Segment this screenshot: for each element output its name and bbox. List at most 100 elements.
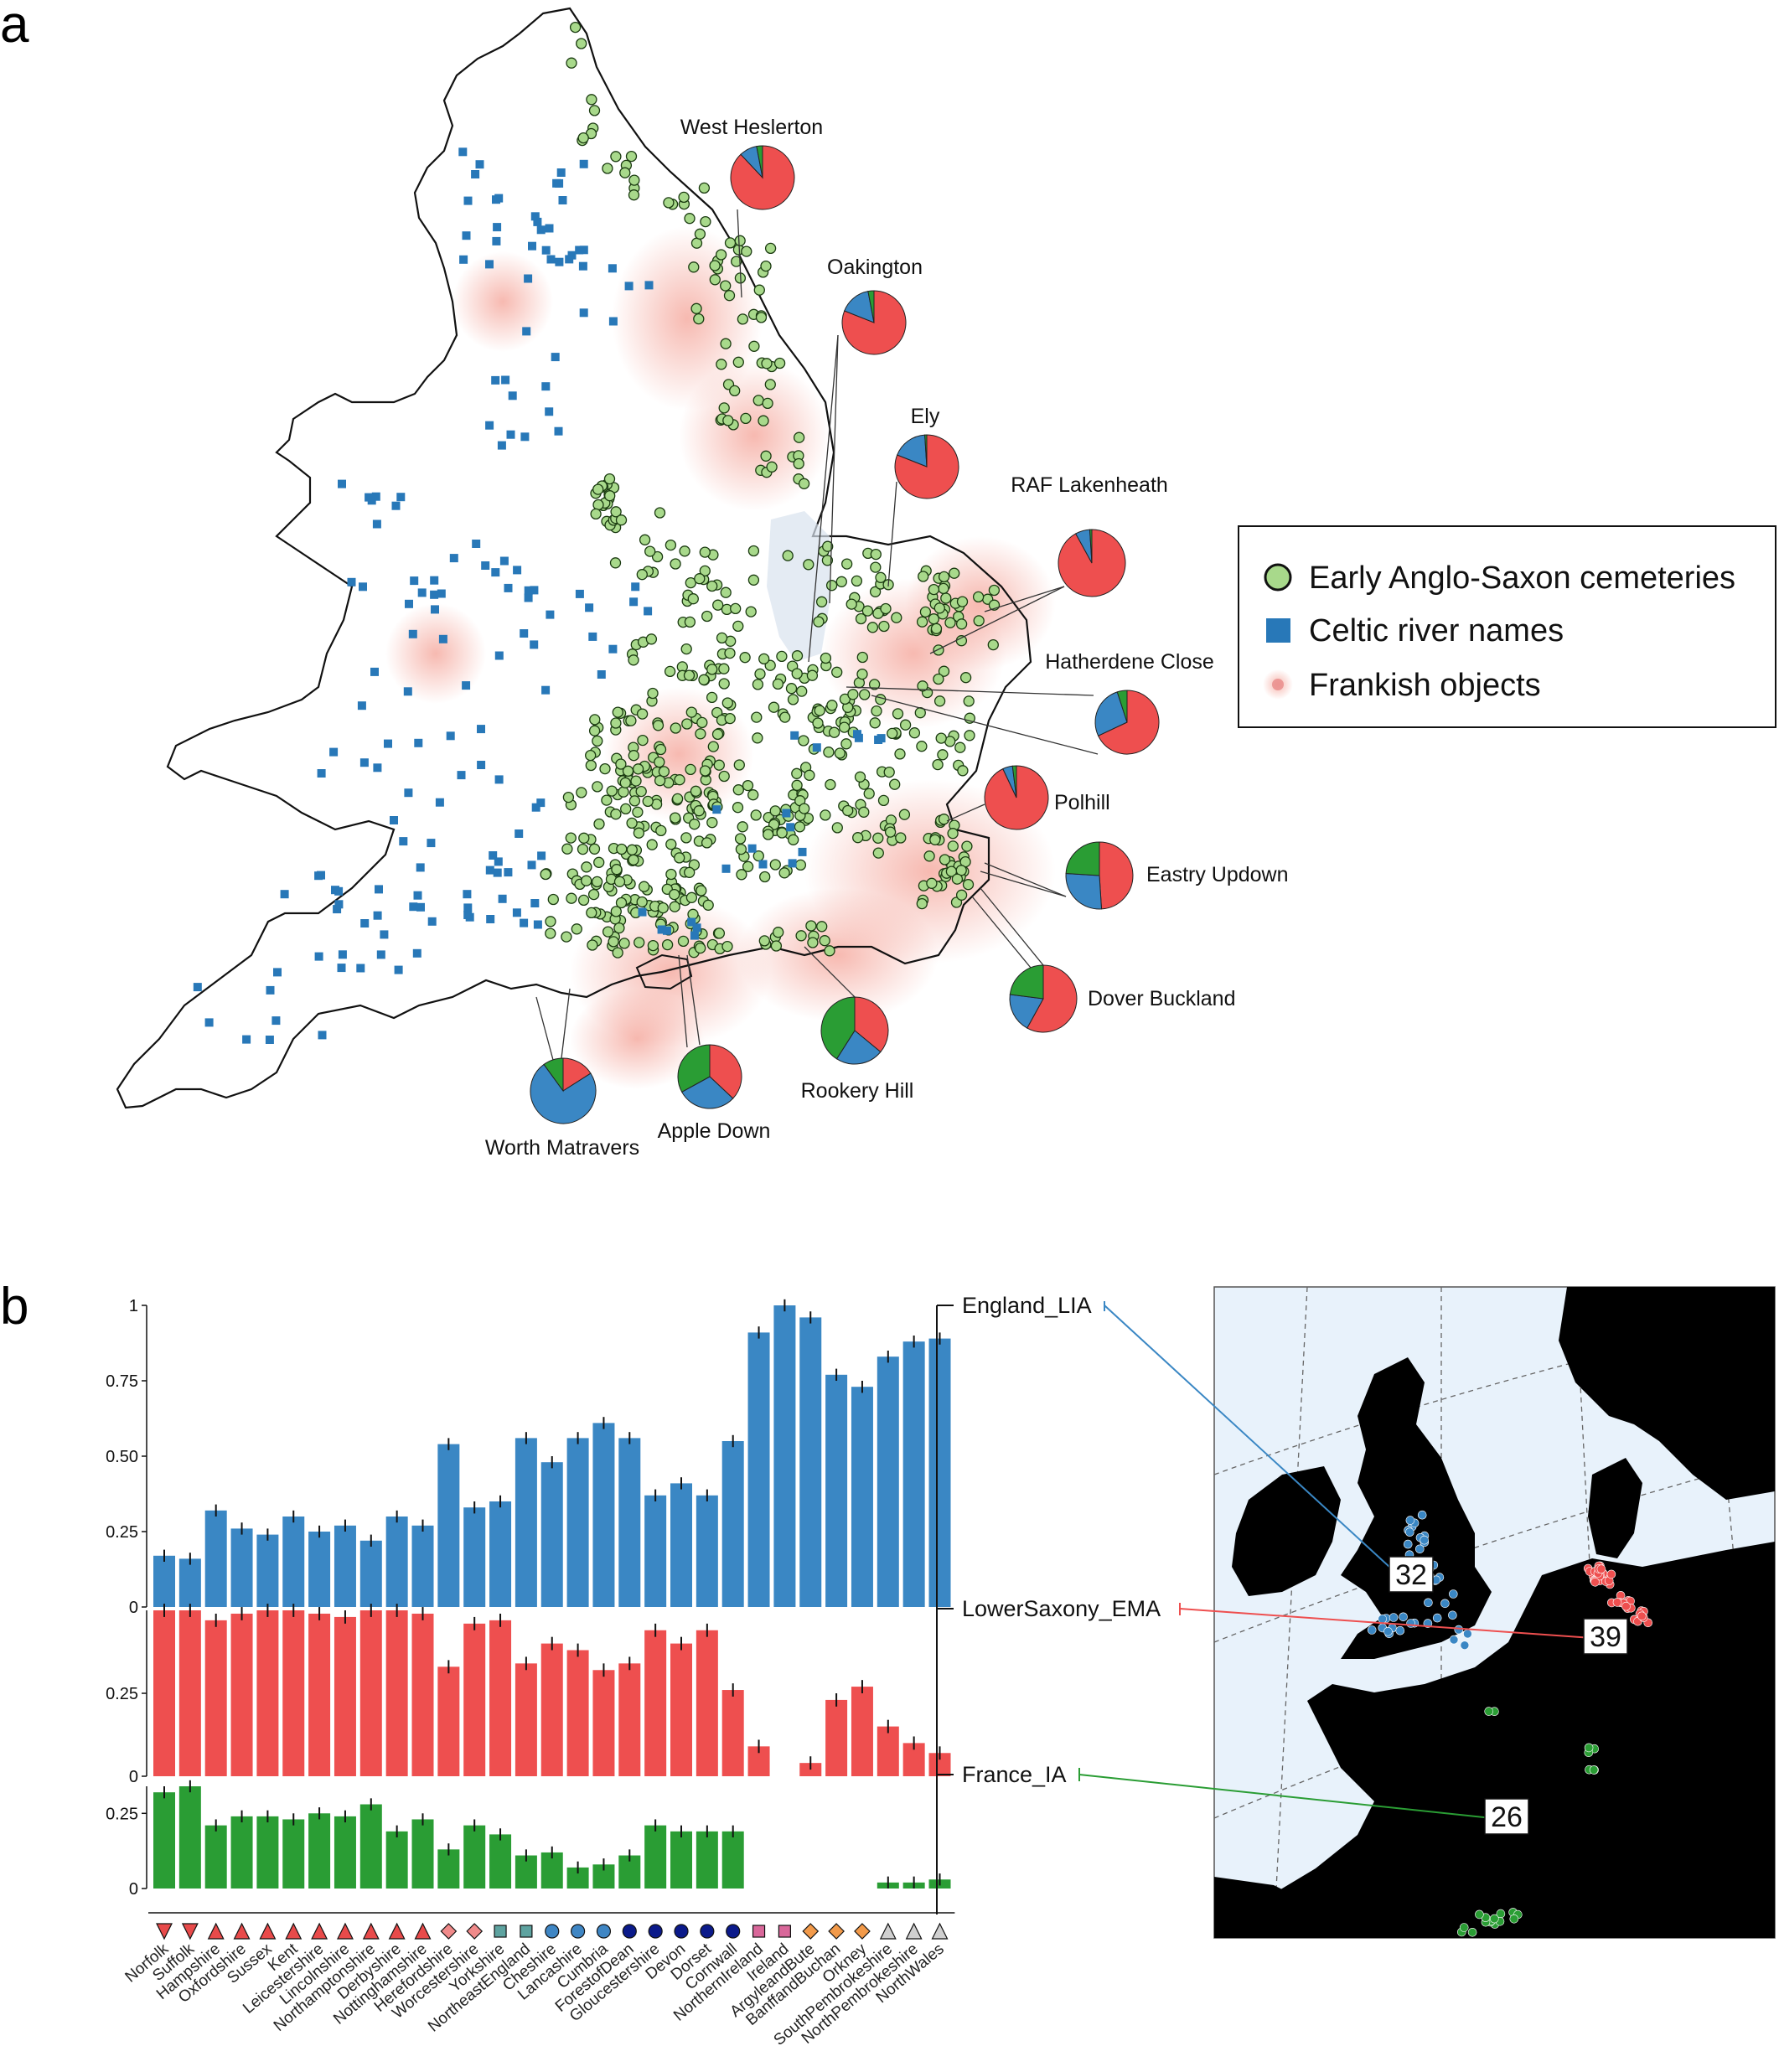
- cemetery-marker: [566, 892, 577, 904]
- river-name-marker: [314, 952, 323, 961]
- isle-of-wight: [635, 953, 693, 990]
- jutland: [1588, 1458, 1642, 1558]
- cemetery-marker: [630, 775, 642, 787]
- green-circle-icon: [1264, 563, 1292, 592]
- cemetery-marker: [863, 788, 875, 799]
- river-name-marker: [463, 903, 473, 912]
- cemetery-marker: [761, 358, 773, 369]
- cemetery-marker: [887, 727, 898, 740]
- leader-line: [980, 887, 1044, 966]
- river-name-marker: [357, 701, 366, 710]
- river-name-marker: [624, 282, 634, 291]
- england-wales-map: [116, 7, 1056, 1109]
- cemetery-marker: [919, 606, 932, 618]
- leader-line: [846, 686, 1094, 696]
- region-marker: [336, 1922, 354, 1940]
- sample-marker: [1509, 1914, 1519, 1924]
- bar: [411, 1613, 434, 1776]
- bar: [721, 1831, 744, 1889]
- cemetery-marker: [758, 653, 770, 665]
- river-name-marker: [585, 603, 594, 612]
- cemetery-marker: [940, 592, 952, 604]
- region-marker: [700, 1924, 715, 1939]
- river-name-marker: [530, 586, 539, 595]
- y-tick-label: 0.50: [106, 1448, 138, 1466]
- cemetery-marker: [693, 313, 705, 325]
- cemetery-marker: [933, 673, 944, 685]
- bar: [153, 1555, 175, 1607]
- cemetery-marker: [628, 854, 639, 865]
- cemetery-marker: [842, 804, 854, 817]
- cemetery-marker: [608, 936, 619, 948]
- cemetery-marker: [674, 852, 685, 864]
- river-name-marker: [758, 860, 768, 869]
- cemetery-marker: [635, 785, 647, 798]
- cemetery-marker: [787, 694, 799, 705]
- river-name-marker: [477, 725, 485, 734]
- sample-marker: [1460, 1641, 1470, 1650]
- river-name-marker: [359, 758, 369, 767]
- cemetery-marker: [763, 829, 774, 840]
- sample-marker: [1440, 1599, 1450, 1609]
- cemetery-marker: [545, 916, 556, 927]
- pie-slice-blue: [897, 434, 928, 468]
- europe-map: [1213, 1286, 1776, 1939]
- cemetery-marker: [698, 182, 711, 194]
- river-name-marker: [588, 632, 597, 641]
- cemetery-marker: [609, 557, 622, 569]
- bar: [618, 1663, 641, 1776]
- region-marker: [181, 1923, 199, 1940]
- river-name-marker: [446, 731, 455, 741]
- cemetery-marker: [685, 763, 696, 776]
- cemetery-marker: [628, 750, 639, 762]
- river-name-marker: [638, 907, 647, 917]
- cemetery-marker: [589, 714, 601, 726]
- river-name-marker: [530, 899, 540, 907]
- cemetery-marker: [651, 550, 664, 563]
- river-name-marker: [491, 568, 500, 577]
- cemetery-marker: [593, 856, 605, 868]
- bar: [308, 1532, 331, 1607]
- pie-slice-red: [709, 1044, 742, 1099]
- region-marker: [752, 1925, 766, 1938]
- ireland: [1232, 1466, 1341, 1596]
- river-name-marker: [494, 857, 503, 866]
- cemetery-marker: [963, 695, 975, 707]
- river-name-marker: [373, 763, 382, 772]
- cemetery-marker: [918, 571, 929, 582]
- river-name-marker: [524, 274, 533, 283]
- count-box-lowersaxony: 39: [1583, 1618, 1628, 1655]
- river-name-marker: [409, 902, 418, 912]
- cemetery-marker: [665, 539, 677, 551]
- site-label: Oakington: [827, 256, 923, 279]
- river-name-marker: [527, 860, 536, 870]
- river-name-marker: [391, 501, 401, 510]
- river-name-marker: [504, 868, 513, 877]
- cemetery-marker: [636, 708, 649, 720]
- cemetery-marker: [616, 843, 628, 855]
- river-name-marker: [687, 917, 696, 927]
- river-name-marker: [273, 968, 282, 977]
- river-name-marker: [491, 375, 500, 385]
- cemetery-marker: [540, 868, 551, 881]
- y-tick-label: 0.25: [106, 1523, 138, 1542]
- pie-slice-blue: [530, 1063, 597, 1124]
- river-name-marker: [413, 891, 422, 900]
- pie-slice-green: [756, 145, 763, 178]
- cemetery-marker: [721, 697, 733, 709]
- bar-panel-LowerSaxony_EMA: 00.25: [106, 1604, 951, 1786]
- bar: [489, 1620, 512, 1776]
- bar: [334, 1816, 356, 1889]
- river-name-marker: [356, 964, 365, 973]
- cemetery-marker: [773, 927, 784, 938]
- cemetery-marker: [592, 483, 604, 495]
- cemetery-marker: [679, 545, 690, 557]
- sample-marker: [1459, 1923, 1469, 1932]
- river-name-marker: [371, 492, 380, 501]
- river-name-marker: [265, 1036, 274, 1044]
- cemetery-marker: [737, 313, 749, 325]
- cemetery-marker: [791, 668, 803, 679]
- cemetery-marker: [720, 586, 732, 598]
- bar: [825, 1699, 848, 1776]
- river-name-marker: [512, 908, 521, 917]
